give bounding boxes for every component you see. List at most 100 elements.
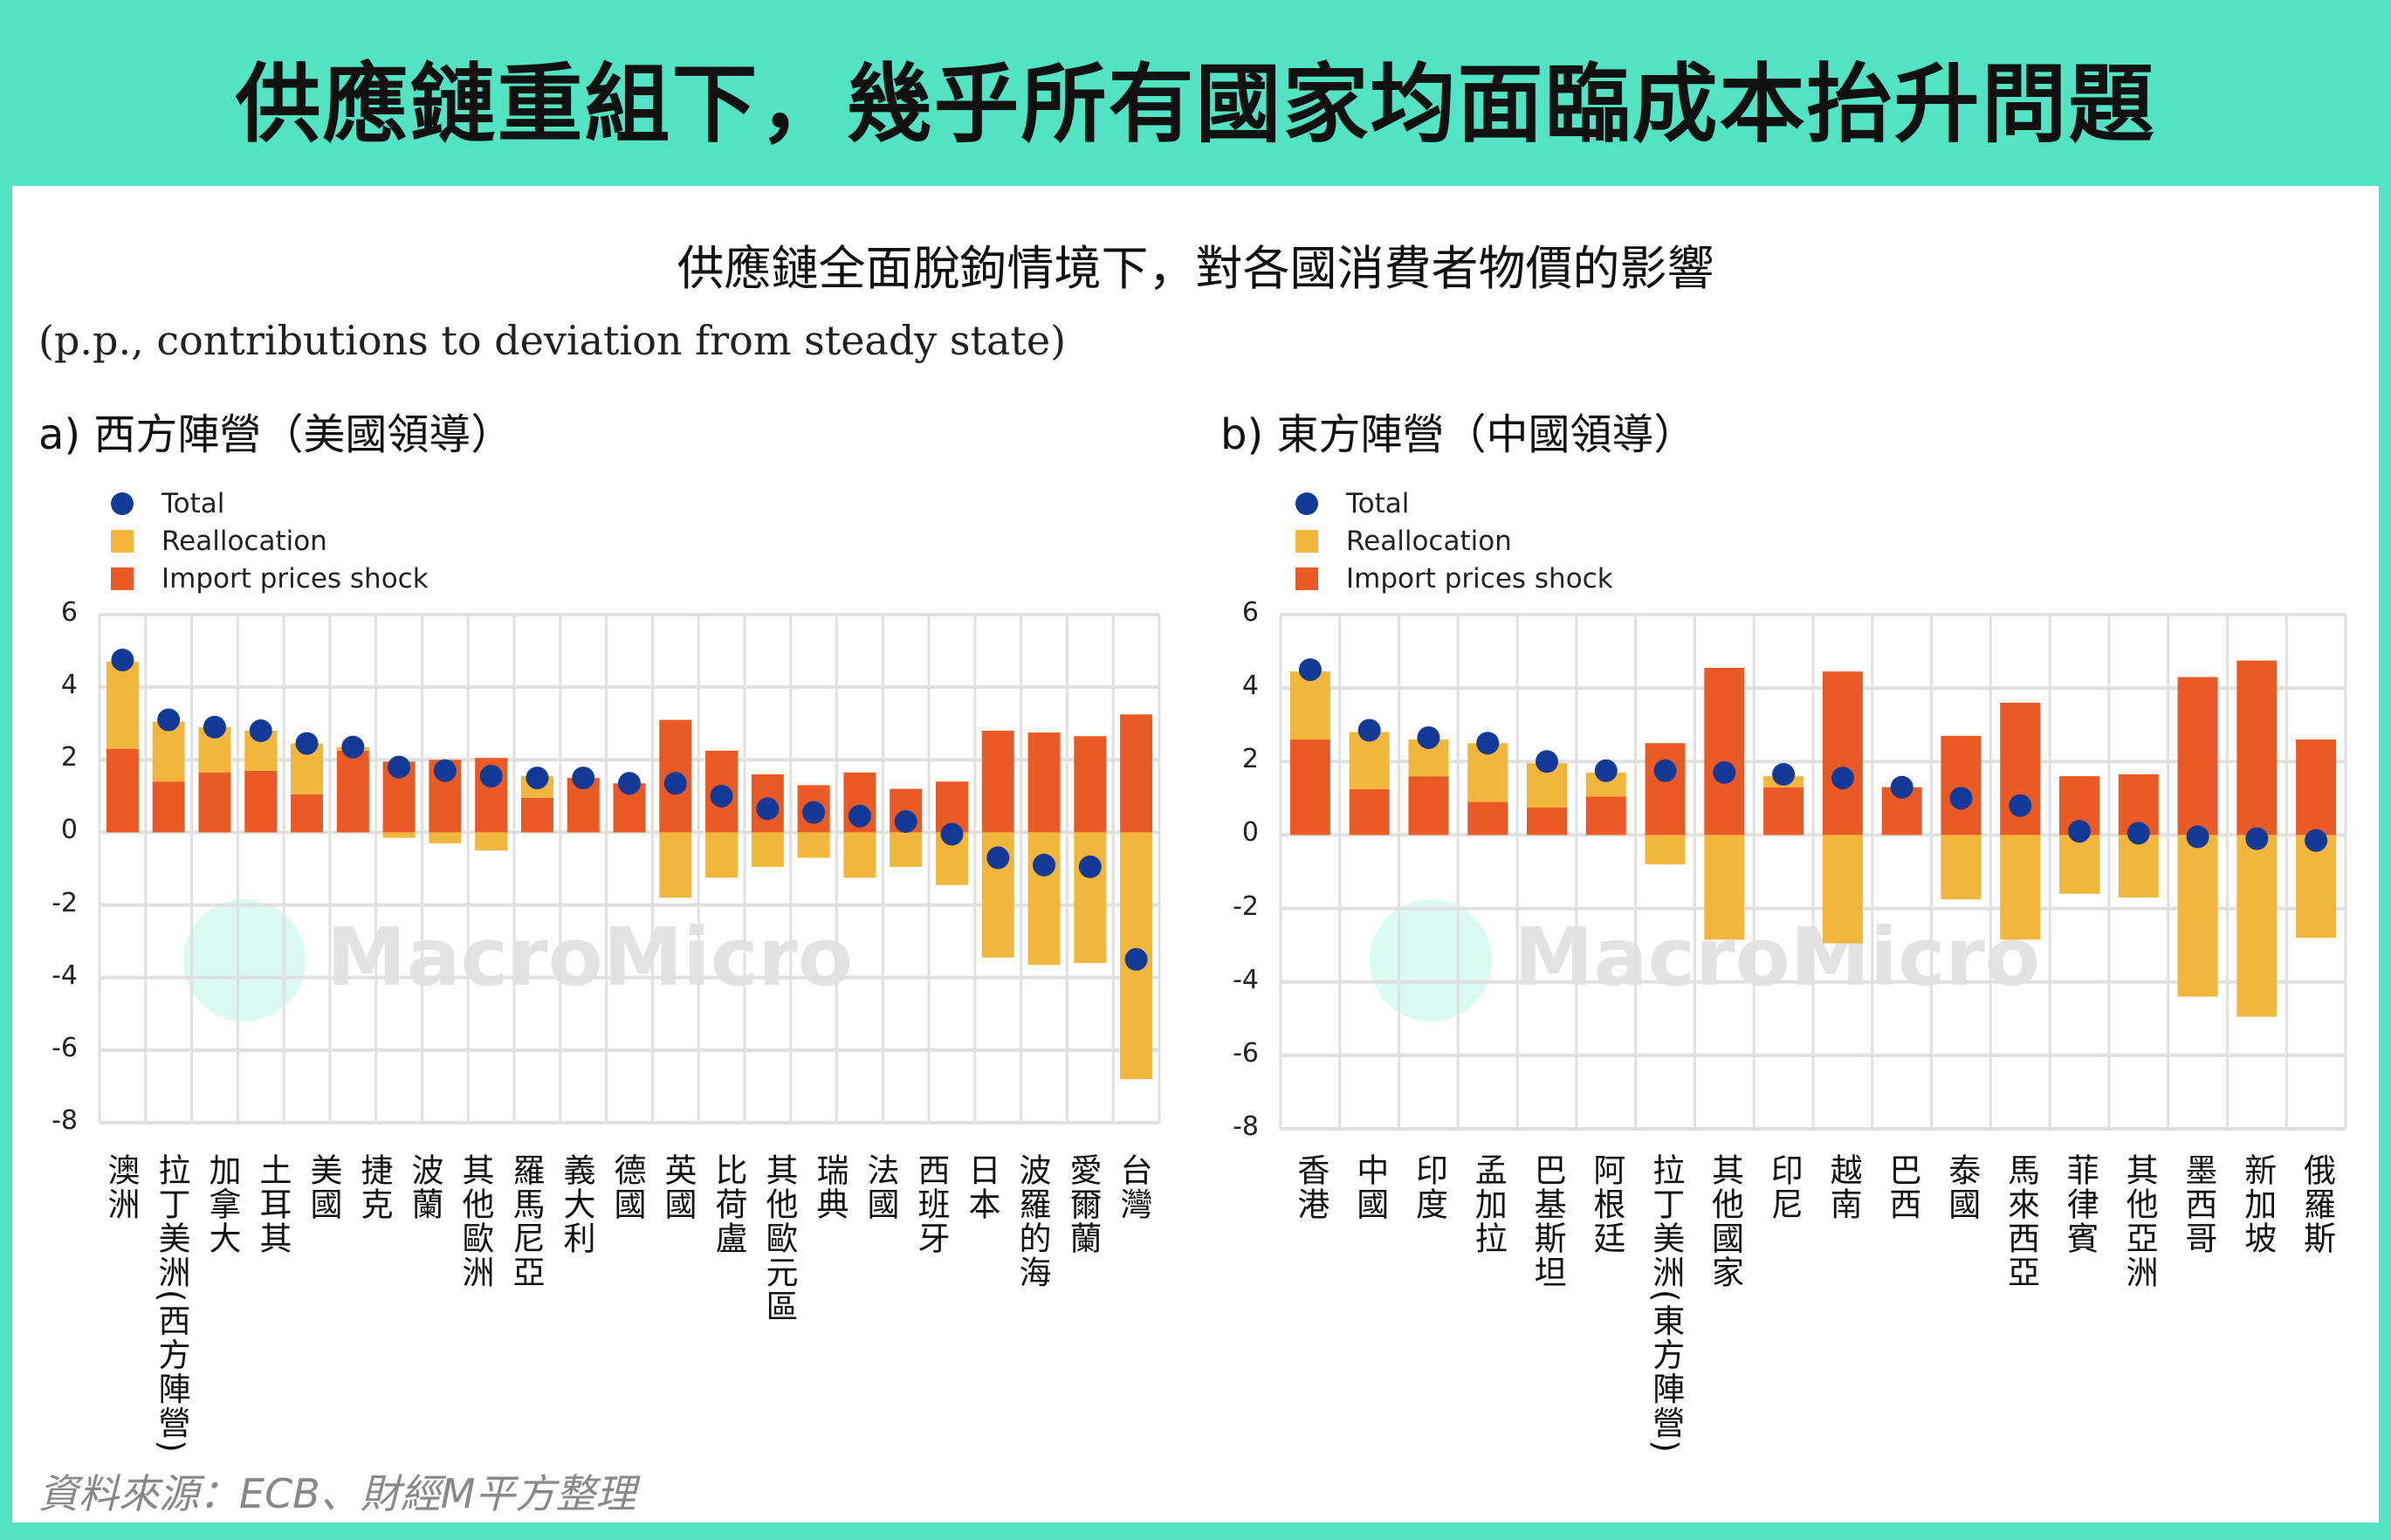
bar-import — [520, 797, 553, 833]
bar-reallocation — [2059, 835, 2099, 894]
bar-import — [2236, 660, 2278, 835]
watermark-text: MacroMicro — [326, 911, 853, 1004]
bar-import — [1467, 801, 1508, 835]
bar-reallocation — [152, 721, 185, 782]
total-dot — [756, 797, 780, 821]
x-category-label: 土耳其 — [254, 1153, 292, 1255]
total-dot — [479, 764, 503, 787]
legend-item-total: Total — [111, 485, 429, 522]
x-category-label: 比荷盧 — [710, 1153, 747, 1255]
reallocation-swatch-icon — [111, 529, 134, 553]
bar-reallocation — [106, 662, 139, 749]
bar-import — [1027, 732, 1061, 833]
x-category-label: 越南 — [1824, 1153, 1863, 1221]
x-category-label: 馬來西亞 — [2002, 1153, 2040, 1289]
y-tick-label: -2 — [52, 887, 78, 918]
total-dot — [526, 767, 549, 790]
x-category-label: 加拿大 — [203, 1153, 241, 1255]
total-dot — [2186, 825, 2209, 849]
x-category-label: 俄羅斯 — [2298, 1153, 2336, 1255]
bar-reallocation — [797, 832, 830, 858]
bar-import — [198, 772, 231, 833]
bar-reallocation — [1645, 835, 1686, 865]
bar-import — [1527, 807, 1567, 835]
y-tick-label: 4 — [60, 670, 78, 701]
bar-import — [152, 781, 185, 833]
x-category-label: 巴基斯坦 — [1529, 1153, 1567, 1289]
total-dot — [802, 801, 826, 824]
bar-import — [1074, 736, 1107, 833]
total-dot-icon — [1295, 492, 1318, 515]
total-dot — [1357, 718, 1381, 742]
total-dot — [2245, 827, 2269, 850]
total-dot — [1417, 725, 1440, 749]
bar-reallocation — [2000, 835, 2041, 940]
y-tick-label: -4 — [52, 959, 78, 991]
units-note: (p.p., contributions to deviation from s… — [38, 317, 1067, 364]
bar-import — [1408, 776, 1449, 835]
x-category-label: 德國 — [608, 1153, 646, 1221]
total-dot — [1831, 767, 1854, 790]
total-dot — [2068, 820, 2091, 843]
x-category-label: 澳洲 — [102, 1153, 140, 1221]
total-dot — [341, 735, 365, 759]
bar-reallocation — [1704, 835, 1745, 940]
total-dot — [1124, 947, 1148, 971]
total-dot — [986, 846, 1010, 870]
x-category-label: 其他國家 — [1706, 1153, 1744, 1289]
x-category-label: 印度 — [1410, 1153, 1448, 1221]
x-category-label: 美國 — [305, 1153, 342, 1221]
x-category-label: 其他歐洲 — [457, 1153, 494, 1289]
x-category-label: 中國 — [1350, 1153, 1389, 1221]
reallocation-swatch-icon — [1295, 529, 1318, 553]
total-dot — [2126, 822, 2150, 845]
legend-item-reallocation: Reallocation — [111, 522, 429, 560]
bar-reallocation — [1289, 671, 1330, 740]
total-dot — [1772, 763, 1796, 787]
x-category-label: 阿根廷 — [1587, 1153, 1625, 1255]
total-dot — [618, 772, 641, 795]
y-tick-label: 4 — [1241, 670, 1259, 702]
bar-import — [1349, 788, 1390, 835]
total-dot — [1653, 759, 1677, 782]
x-category-label: 孟加拉 — [1469, 1153, 1508, 1255]
total-dot — [249, 719, 272, 743]
x-category-label: 泰國 — [1942, 1153, 1981, 1221]
total-dot — [111, 648, 134, 671]
bar-import — [1120, 714, 1153, 833]
x-category-label: 菲律賓 — [2061, 1153, 2099, 1255]
watermark-logo-icon — [183, 899, 306, 1021]
import-swatch-icon — [111, 567, 134, 590]
bar-reallocation — [705, 832, 739, 878]
total-dot — [1890, 775, 1913, 799]
bar-import — [2296, 739, 2337, 835]
total-dot — [663, 772, 687, 795]
x-category-label: 印尼 — [1765, 1153, 1804, 1221]
bar-import — [1289, 739, 1330, 835]
total-dot — [1033, 853, 1056, 877]
chart-plot — [1279, 613, 2347, 1131]
x-category-label: 日本 — [963, 1153, 1000, 1221]
total-dot — [2305, 828, 2328, 852]
y-tick-label: -6 — [1233, 1037, 1259, 1069]
legend-item-total: Total — [1295, 485, 1613, 522]
y-tick-label: -2 — [1233, 890, 1259, 922]
y-tick-label: 6 — [60, 597, 78, 628]
total-dot — [1713, 760, 1736, 784]
total-dot — [1298, 658, 1322, 682]
y-tick-label: 0 — [1241, 817, 1259, 849]
bar-reallocation — [1822, 835, 1863, 944]
total-dot — [157, 708, 181, 732]
bar-reallocation — [1074, 832, 1107, 964]
bar-reallocation — [2177, 835, 2218, 997]
x-category-label: 新加坡 — [2238, 1153, 2277, 1255]
legend-item-reallocation: Reallocation — [1295, 522, 1613, 560]
chart-panel: 供應鏈全面脫鉤情境下，對各國消費者物價的影響 (p.p., contributi… — [12, 186, 2379, 1523]
x-category-label: 墨西哥 — [2179, 1153, 2217, 1255]
watermark-text: MacroMicro — [1514, 911, 2040, 1004]
bar-reallocation — [2118, 835, 2159, 897]
total-dot — [940, 822, 964, 846]
bar-reallocation — [429, 832, 462, 843]
x-category-label: 法國 — [862, 1153, 899, 1221]
bar-import — [1822, 671, 1863, 835]
